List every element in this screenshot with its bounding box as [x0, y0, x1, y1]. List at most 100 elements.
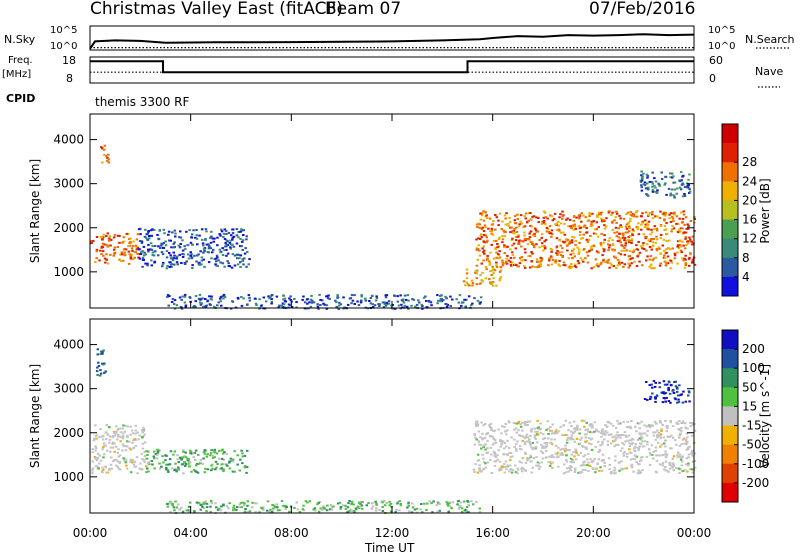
echo-cell [660, 178, 664, 180]
echo-cell [612, 255, 616, 258]
echo-cell [594, 232, 598, 235]
echo-cell [101, 466, 104, 469]
echo-cell [210, 295, 213, 298]
echo-cell [339, 506, 343, 508]
echo-cell [500, 432, 503, 435]
echo-cell [511, 244, 514, 247]
echo-cell [571, 249, 574, 252]
echo-cell [594, 258, 598, 261]
echo-cell [570, 241, 574, 244]
echo-cell [501, 241, 504, 244]
echo-cell [109, 446, 113, 449]
echo-cell [675, 187, 679, 190]
echo-cell [240, 296, 243, 298]
echo-cell [504, 423, 508, 425]
echo-cell [555, 252, 558, 255]
echo-cell [421, 511, 424, 514]
echo-cell [619, 449, 622, 452]
echo-cell [182, 253, 186, 256]
echo-cell [508, 421, 511, 424]
echo-cell [248, 258, 251, 261]
echo-cell [686, 470, 689, 473]
echo-cell [661, 392, 665, 395]
echo-cell [520, 256, 524, 258]
echo-cell [641, 456, 644, 459]
echo-cell [637, 253, 640, 256]
echo-cell [130, 247, 134, 250]
echo-cell [639, 438, 643, 441]
echo-cell [519, 423, 522, 426]
echo-cell [172, 257, 176, 260]
echo-cell [577, 248, 581, 251]
echo-cell [509, 263, 513, 266]
echo-cell [218, 449, 221, 452]
echo-cell [194, 449, 198, 452]
echo-cell [518, 444, 522, 447]
echo-cell [401, 299, 405, 302]
power-ylabel: Slant Range [km] [28, 159, 42, 263]
echo-cell [202, 258, 205, 261]
echo-cell [630, 451, 633, 454]
echo-cell [691, 258, 695, 261]
echo-cell [132, 439, 135, 442]
echo-cell [628, 448, 631, 451]
echo-cell [460, 501, 463, 504]
echo-cell [236, 257, 239, 260]
echo-cell [536, 464, 540, 467]
echo-cell [312, 301, 316, 304]
echo-cell [146, 454, 149, 456]
echo-cell [572, 461, 575, 464]
echo-cell [133, 438, 136, 441]
echo-cell [688, 173, 691, 176]
echo-cell [648, 211, 652, 214]
echo-cell [108, 435, 112, 438]
echo-cell [684, 440, 688, 443]
echo-cell [606, 440, 610, 443]
echo-cell [364, 297, 367, 300]
echo-cell [671, 225, 674, 228]
echo-cell [645, 193, 648, 196]
echo-cell [632, 213, 636, 216]
echo-cell [156, 234, 159, 236]
echo-cell [478, 507, 481, 510]
echo-cell [564, 444, 567, 447]
echo-cell [584, 440, 587, 443]
echo-cell [222, 470, 225, 473]
echo-cell [251, 506, 254, 509]
echo-cell [471, 302, 474, 305]
echo-cell [584, 436, 588, 439]
echo-cell [677, 467, 681, 470]
echo-cell [573, 455, 576, 458]
echo-cell [144, 262, 147, 265]
echo-cell [521, 470, 524, 473]
echo-cell [176, 454, 179, 457]
echo-cell [202, 251, 205, 254]
echo-cell [588, 213, 591, 216]
echo-cell [670, 228, 674, 231]
echo-cell [643, 398, 647, 400]
echo-cell [371, 305, 375, 308]
echo-cell [322, 302, 325, 305]
echo-cell [465, 277, 469, 280]
echo-cell [513, 232, 516, 235]
echo-cell [205, 304, 208, 307]
echo-cell [108, 468, 111, 471]
y-tick-label: 4000 [53, 338, 84, 352]
echo-cell [583, 224, 587, 227]
echo-cell [90, 240, 93, 242]
echo-cell [576, 424, 579, 427]
echo-cell [586, 428, 589, 431]
echo-cell [165, 468, 168, 471]
echo-cell [667, 470, 670, 473]
echo-cell [583, 425, 586, 428]
echo-cell [568, 467, 572, 470]
echo-cell [210, 500, 213, 502]
echo-cell [336, 502, 340, 505]
echo-cell [438, 503, 441, 505]
echo-cell [102, 456, 105, 459]
echo-cell [200, 256, 204, 259]
echo-cell [492, 220, 495, 222]
echo-cell [630, 262, 633, 265]
echo-cell [381, 501, 384, 504]
echo-cell [544, 449, 548, 452]
